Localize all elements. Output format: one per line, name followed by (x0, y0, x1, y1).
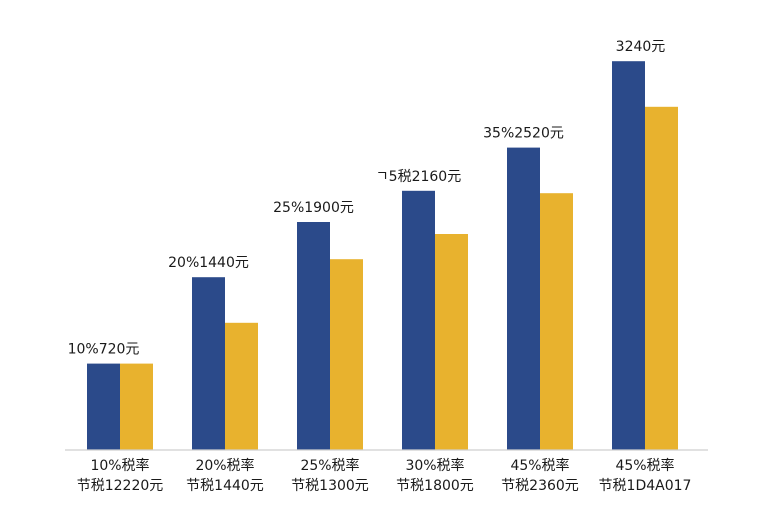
bar-b-2 (225, 322, 258, 450)
bar-b-3 (330, 259, 363, 450)
bars-group (87, 61, 678, 451)
bar-a-4 (402, 190, 435, 451)
data-label-4: ㄱ5税2160元 (376, 169, 461, 185)
category-label-2: 20%税率节税1440元 (186, 457, 264, 494)
data-label-2: 20%1440元 (168, 255, 249, 271)
category-label-4: 30%税率节税1800元 (396, 457, 474, 494)
labels-group: 10%720元 10%税率节税12220元 20%1440元 20%税率节税1440元… (68, 39, 692, 494)
bar-b-4 (435, 234, 468, 450)
data-label-3: 25%1900元 (273, 200, 354, 216)
bar-a-6 (612, 61, 645, 450)
bar-a-1 (87, 363, 120, 450)
bar-b-1 (120, 363, 153, 450)
bar-b-6 (645, 106, 678, 451)
data-label-1: 10%720元 (68, 342, 140, 358)
category-label-5: 45%税率节税2360元 (501, 457, 579, 494)
data-label-5: 35%2520元 (483, 126, 564, 142)
data-label-6: 3240元 (616, 39, 666, 55)
bar-b-5 (540, 193, 573, 450)
bar-a-2 (192, 277, 225, 450)
category-label-6: 45%税率节税1D4A017 (599, 457, 692, 494)
bar-a-3 (297, 222, 330, 450)
bar-a-5 (507, 147, 540, 450)
category-label-1: 10%税率节税12220元 (77, 457, 164, 494)
category-label-3: 25%税率节税1300元 (291, 457, 369, 494)
